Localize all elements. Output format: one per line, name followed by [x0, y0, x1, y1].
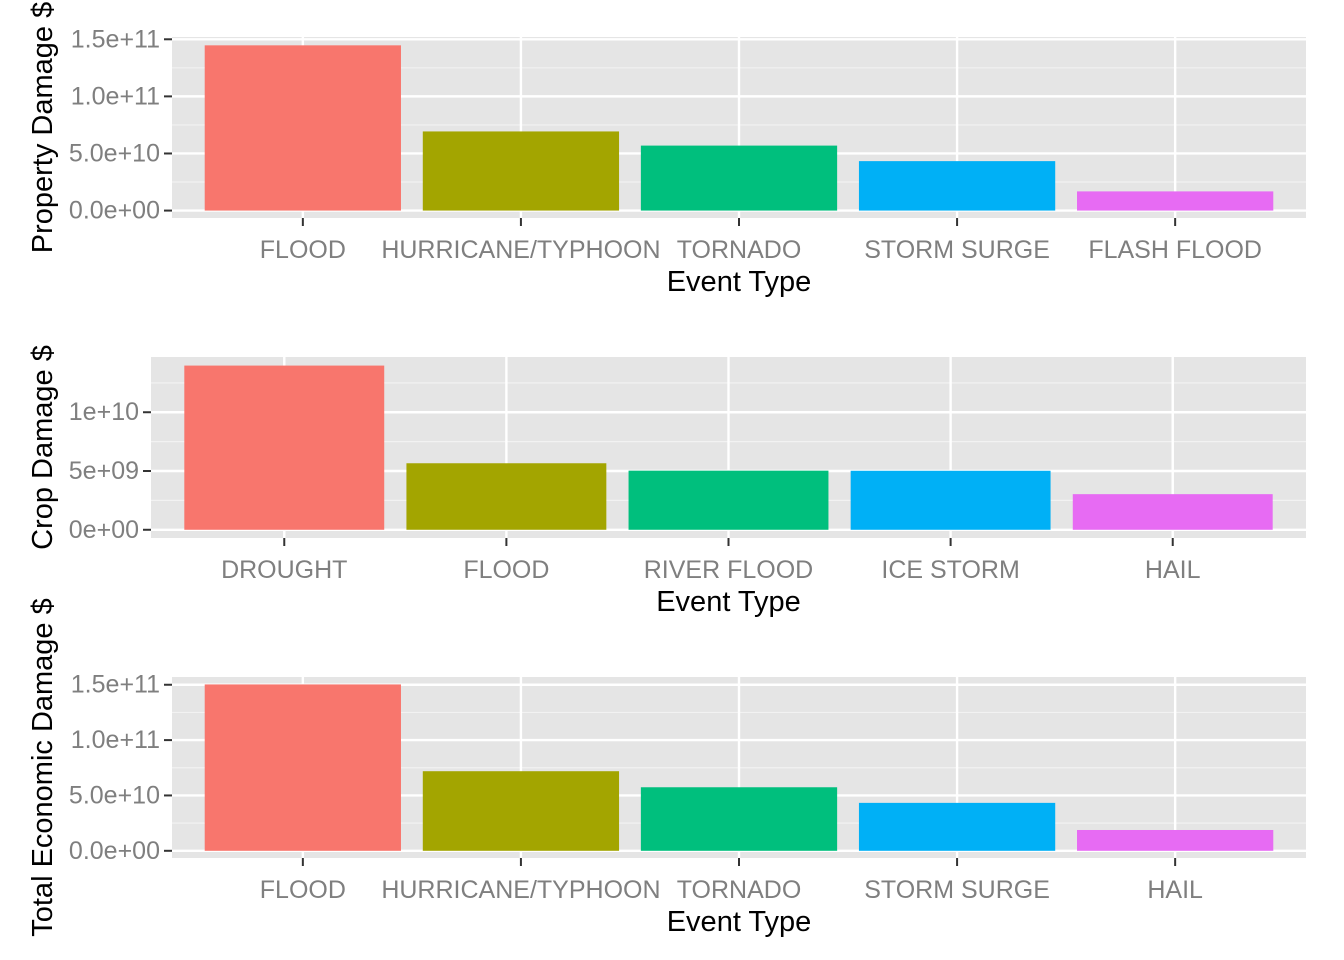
y-axis-title: Property Damage $: [27, 2, 59, 253]
x-tick-label: STORM SURGE: [864, 876, 1050, 904]
chart-panel-2: 0e+00 5e+09 1e+10 DROUGHT FLOOD RIVER FLOOD IC…: [27, 345, 1306, 618]
x-tick-label: STORM SURGE: [864, 236, 1050, 264]
x-tick-label: HURRICANE/TYPHOON: [381, 876, 660, 904]
x-tick-label: FLOOD: [260, 236, 346, 264]
x-tick-label: FLOOD: [463, 556, 549, 584]
x-axis-title: Event Type: [667, 906, 812, 938]
y-axis-title: Crop Damage $: [27, 345, 59, 550]
y-axis-title: Total Economic Damage $: [27, 598, 59, 937]
bar-tornado: [640, 787, 838, 851]
y-tick-label: 5.0e+10: [69, 139, 160, 167]
y-tick-label: 1.5e+11: [71, 671, 160, 699]
bar-flood: [204, 45, 401, 211]
x-tick-label: TORNADO: [677, 876, 802, 904]
bar-river-flood: [628, 470, 829, 530]
x-tick-label: FLOOD: [260, 876, 346, 904]
x-tick-label: DROUGHT: [221, 556, 347, 584]
x-axis-title: Event Type: [667, 266, 812, 298]
y-tick-label: 1.0e+11: [71, 82, 160, 110]
x-tick-label: HAIL: [1145, 556, 1201, 584]
bar-hail: [1077, 829, 1274, 851]
x-tick-label: HAIL: [1147, 876, 1203, 904]
bar-hail: [1072, 494, 1273, 530]
y-tick-label: 5.0e+10: [69, 781, 160, 809]
bar-hurricane-typhoon: [422, 771, 620, 851]
y-tick-label: 1.5e+11: [71, 25, 160, 53]
y-tick-label: 1.0e+11: [71, 726, 160, 754]
chart-panel-1: 0.0e+00 5.0e+10 1.0e+11 1.5e+11 FLOOD HURRICA…: [27, 2, 1306, 298]
y-tick-label: 0e+00: [69, 516, 139, 544]
x-tick-label: RIVER FLOOD: [644, 556, 813, 584]
bar-storm-surge: [858, 161, 1056, 211]
bar-hurricane-typhoon: [422, 131, 620, 211]
y-tick-label: 1e+10: [69, 398, 139, 426]
y-tick-label: 5e+09: [69, 457, 139, 485]
bar-flash-flood: [1077, 191, 1274, 211]
bar-storm-surge: [858, 802, 1056, 851]
x-tick-label: HURRICANE/TYPHOON: [381, 236, 660, 264]
y-tick-label: 0.0e+00: [69, 837, 160, 865]
bar-flood: [204, 684, 401, 851]
bar-ice-storm: [850, 470, 1051, 530]
y-tick-label: 0.0e+00: [69, 197, 160, 225]
bar-flood: [406, 463, 607, 530]
x-tick-label: TORNADO: [677, 236, 802, 264]
x-axis-title: Event Type: [656, 586, 801, 618]
x-tick-label: ICE STORM: [881, 556, 1019, 584]
chart-panel-3: 0.0e+00 5.0e+10 1.0e+11 1.5e+11 FLOOD HURRICA…: [27, 598, 1306, 938]
bar-drought: [184, 365, 385, 530]
bar-tornado: [640, 145, 838, 211]
x-tick-label: FLASH FLOOD: [1088, 236, 1262, 264]
